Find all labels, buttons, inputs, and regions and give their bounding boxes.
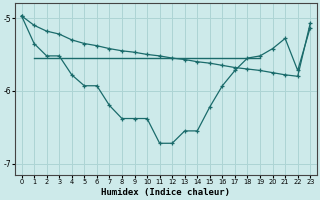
X-axis label: Humidex (Indice chaleur): Humidex (Indice chaleur) (101, 188, 230, 197)
